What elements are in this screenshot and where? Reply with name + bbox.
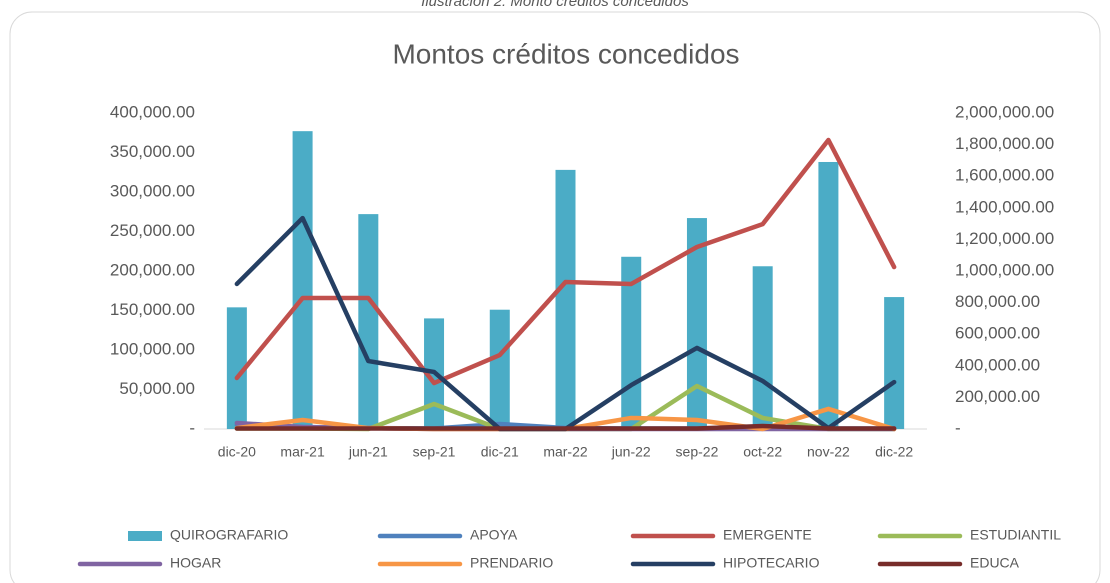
y2-tick-label: -: [955, 418, 961, 437]
y-tick-label: -: [189, 418, 195, 437]
bar: [292, 131, 313, 430]
bar: [818, 161, 839, 430]
legend-swatch: [128, 531, 162, 541]
x-tick-label: dic-20: [218, 444, 256, 460]
y-tick-label: 250,000.00: [110, 221, 195, 240]
bar: [358, 214, 379, 429]
x-tick-label: nov-22: [807, 444, 850, 460]
legend-label: HIPOTECARIO: [723, 555, 820, 571]
x-tick-label: jun-21: [348, 444, 388, 460]
legend-label: ESTUDIANTIL: [970, 527, 1061, 543]
y2-tick-label: 400,000.00: [955, 355, 1040, 374]
legend-label: EDUCA: [970, 555, 1020, 571]
x-tick-label: mar-21: [280, 444, 325, 460]
y2-tick-label: 1,800,000.00: [955, 134, 1054, 153]
y2-tick-label: 600,000.00: [955, 324, 1040, 343]
y-tick-label: 200,000.00: [110, 260, 195, 279]
x-tick-label: sep-22: [676, 444, 719, 460]
y2-tick-label: 1,200,000.00: [955, 229, 1054, 248]
legend-label: QUIROGRAFARIO: [170, 527, 288, 543]
y-tick-label: 300,000.00: [110, 181, 195, 200]
y-tick-label: 350,000.00: [110, 142, 195, 161]
y2-tick-label: 1,600,000.00: [955, 166, 1054, 185]
legend-label: PRENDARIO: [470, 555, 553, 571]
bar: [226, 307, 247, 429]
y2-tick-label: 2,000,000.00: [955, 102, 1054, 121]
x-tick-label: dic-22: [875, 444, 913, 460]
y-tick-label: 150,000.00: [110, 300, 195, 319]
caption: Ilustración 2: Monto créditos concedidos: [421, 0, 689, 10]
line: [234, 137, 897, 386]
y-tick-label: 400,000.00: [110, 102, 195, 121]
x-tick-label: jun-22: [611, 444, 651, 460]
x-tick-label: sep-21: [413, 444, 456, 460]
legend-label: APOYA: [470, 527, 518, 543]
line: [234, 423, 897, 431]
y2-tick-label: 1,400,000.00: [955, 197, 1054, 216]
x-tick-label: oct-22: [743, 444, 782, 460]
chart-frame: [9, 11, 1101, 583]
y2-tick-label: 800,000.00: [955, 292, 1040, 311]
x-tick-label: dic-21: [481, 444, 519, 460]
bar: [752, 266, 773, 429]
bar: [489, 309, 510, 429]
legend-label: EMERGENTE: [723, 527, 812, 543]
y-tick-label: 50,000.00: [119, 379, 195, 398]
y2-tick-label: 200,000.00: [955, 387, 1040, 406]
legend-label: HOGAR: [170, 555, 221, 571]
bar: [555, 169, 576, 429]
y2-tick-label: 1,000,000.00: [955, 260, 1054, 279]
bar: [884, 297, 905, 429]
y-tick-label: 100,000.00: [110, 339, 195, 358]
x-tick-label: mar-22: [543, 444, 588, 460]
chart-title: Montos créditos concedidos: [392, 38, 739, 69]
bar: [686, 218, 707, 429]
